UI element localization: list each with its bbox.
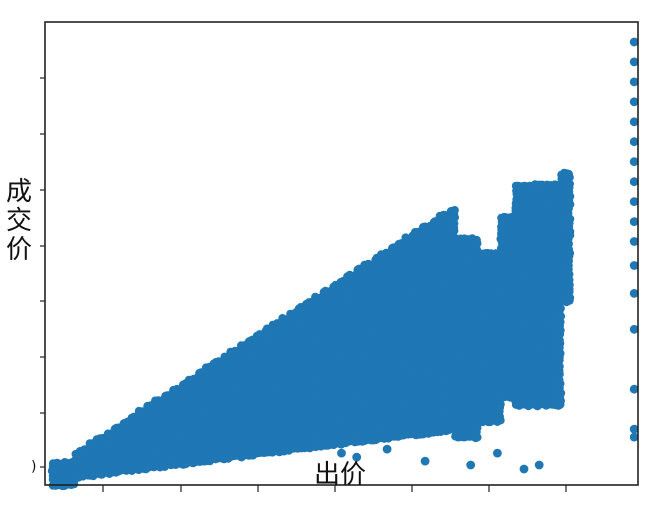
scatter-point: [450, 206, 459, 215]
scatter-points: [47, 37, 639, 491]
